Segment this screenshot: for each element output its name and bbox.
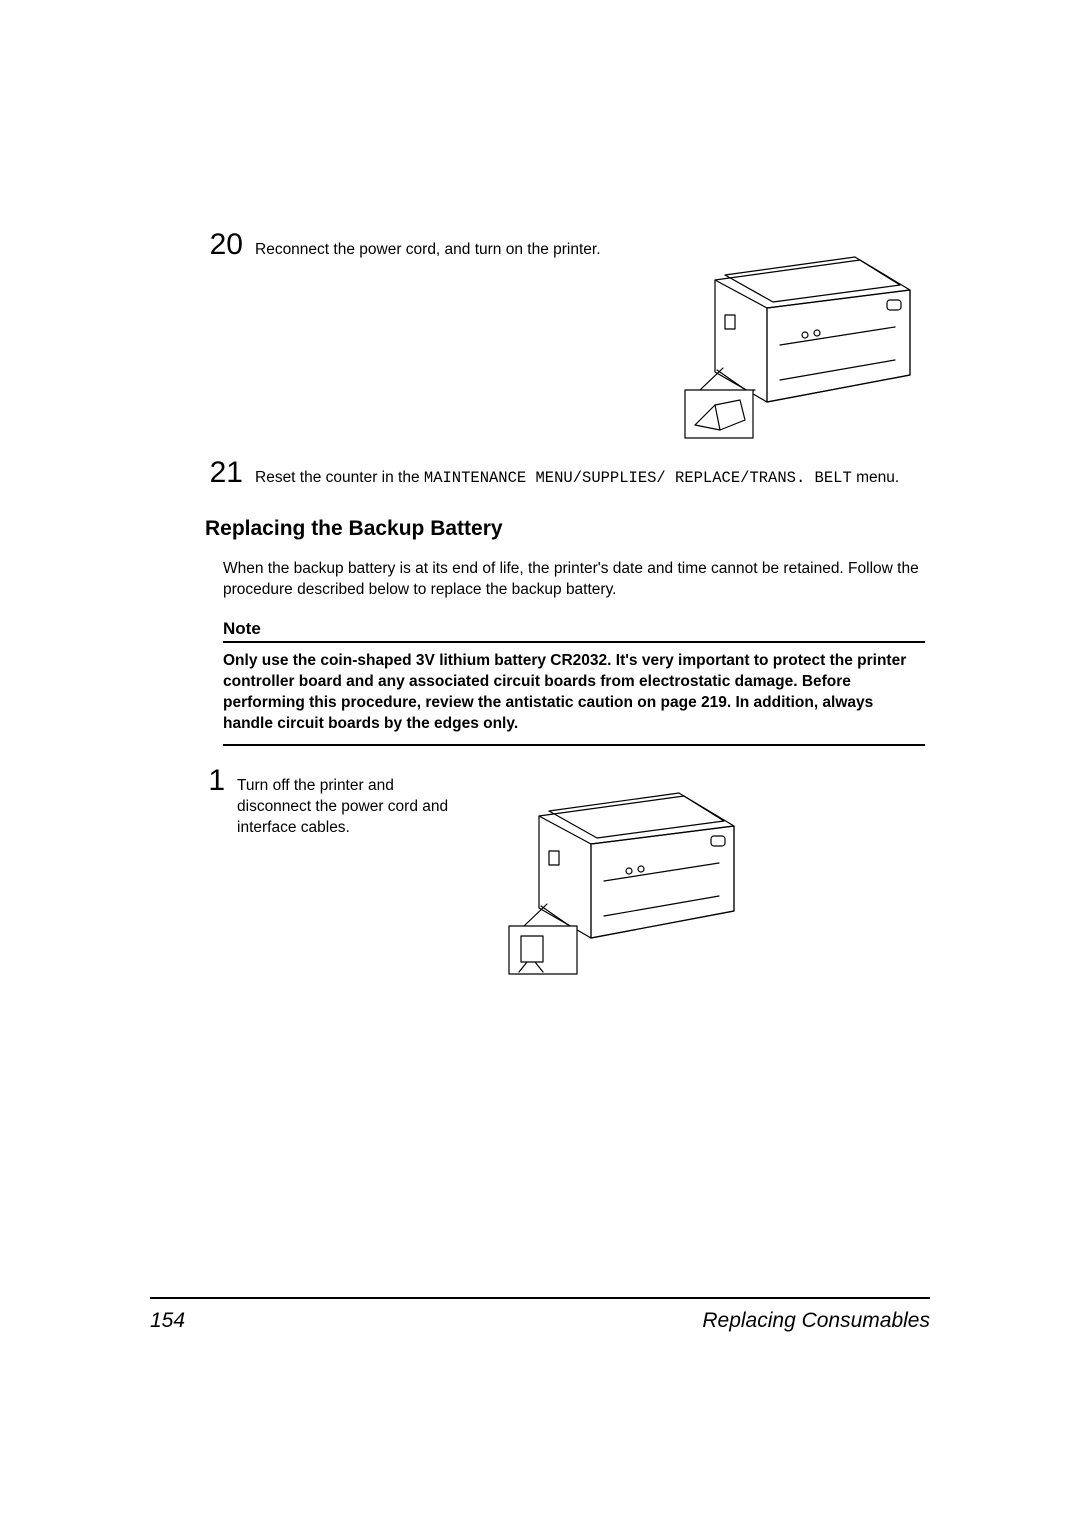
section-heading: Replacing the Backup Battery xyxy=(205,517,925,541)
step-body: Turn off the printer and disconnect the … xyxy=(237,766,925,986)
step-text: Reconnect the power cord, and turn on th… xyxy=(255,230,643,261)
step-body: Reset the counter in the MAINTENANCE MEN… xyxy=(255,458,925,489)
note-block: Note Only use the coin-shaped 3V lithium… xyxy=(223,619,925,747)
step-21: 21 Reset the counter in the MAINTENANCE … xyxy=(205,458,925,489)
footer-title: Replacing Consumables xyxy=(702,1309,930,1333)
page-footer: 154 Replacing Consumables xyxy=(150,1297,930,1333)
step-text-b: menu. xyxy=(852,469,899,486)
step-1: 1 Turn off the printer and disconnect th… xyxy=(205,766,925,986)
section-intro: When the backup battery is at its end of… xyxy=(223,559,925,601)
step-number: 20 xyxy=(205,230,243,260)
step-text: Turn off the printer and disconnect the … xyxy=(237,766,467,839)
step-number: 1 xyxy=(205,766,225,796)
page-number: 154 xyxy=(150,1309,185,1333)
note-body: Only use the coin-shaped 3V lithium batt… xyxy=(223,651,925,747)
menu-path-text: MAINTENANCE MENU/SUPPLIES/ REPLACE/TRANS… xyxy=(424,469,852,487)
printer-illustration xyxy=(479,766,749,986)
step-number: 21 xyxy=(205,458,243,488)
step-20: 20 Reconnect the power cord, and turn on… xyxy=(205,230,925,450)
step-text-a: Reset the counter in the xyxy=(255,469,424,486)
note-label: Note xyxy=(223,619,925,643)
page-content: 20 Reconnect the power cord, and turn on… xyxy=(205,230,925,994)
step-body: Reconnect the power cord, and turn on th… xyxy=(255,230,925,450)
step-text: Reset the counter in the MAINTENANCE MEN… xyxy=(255,458,925,489)
printer-illustration xyxy=(655,230,925,450)
